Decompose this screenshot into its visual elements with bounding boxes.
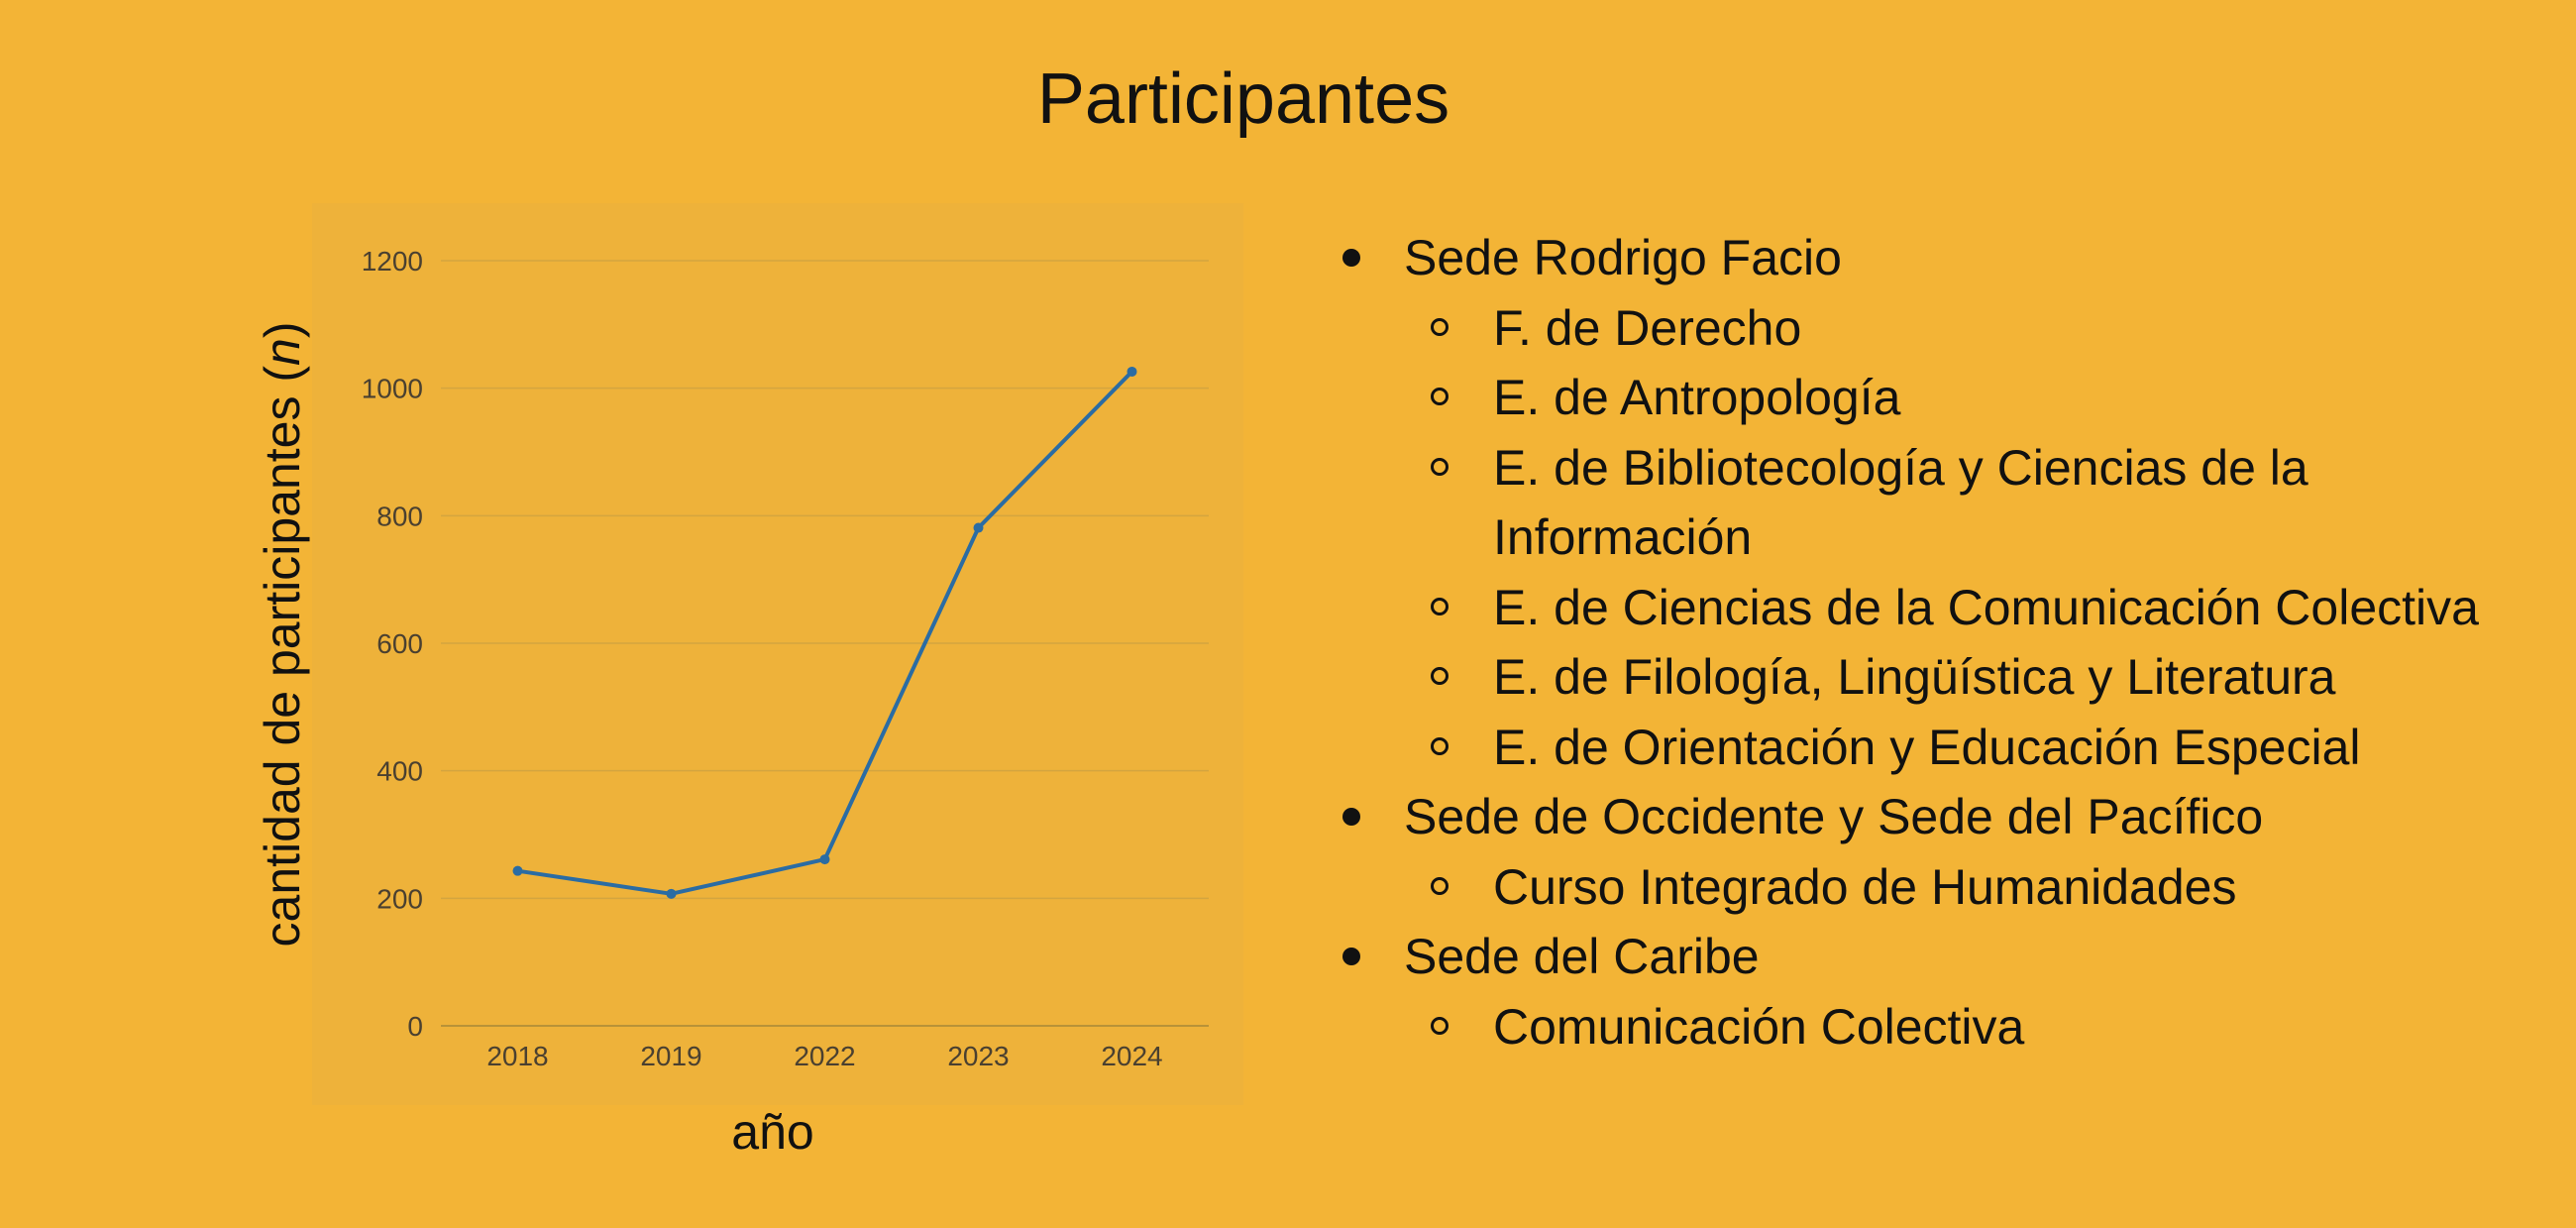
unit-item: F. de Derecho <box>1404 293 2561 364</box>
unit-list: Curso Integrado de Humanidades <box>1404 852 2561 923</box>
data-point <box>1127 366 1137 377</box>
data-point <box>819 854 830 865</box>
campus-label: Sede de Occidente y Sede del Pacífico <box>1404 789 2264 844</box>
y-tick-label: 400 <box>376 756 423 787</box>
y-tick-label: 1200 <box>362 246 423 277</box>
unit-list: Comunicación Colectiva <box>1404 992 2561 1062</box>
slide-title: Participantes <box>1036 59 1450 139</box>
participants-list: Sede Rodrigo Facio F. de Derecho E. de Ant… <box>1342 223 2561 1061</box>
x-tick-label: 2019 <box>640 1041 701 1071</box>
x-tick-label: 2023 <box>947 1041 1009 1071</box>
data-point <box>512 865 523 876</box>
y-tick-label: 1000 <box>362 374 423 404</box>
unit-item: Curso Integrado de Humanidades <box>1404 852 2561 923</box>
unit-item: E. de Ciencias de la Comunicación Colect… <box>1404 573 2561 643</box>
unit-item: E. de Orientación y Educación Especial <box>1404 713 2561 783</box>
y-axis-title-italic: n <box>255 338 310 366</box>
unit-item: E. de Filología, Lingüística y Literatur… <box>1404 642 2561 713</box>
x-tick-label: 2018 <box>486 1041 548 1071</box>
data-point <box>666 888 677 899</box>
campus-label: Sede del Caribe <box>1404 929 1760 984</box>
chart-panel: 0 200 400 600 800 1000 1200 2018 2019 2022 2023 202… <box>312 203 1243 1105</box>
x-tick-label: 2024 <box>1101 1041 1162 1071</box>
y-axis-title-suffix: ) <box>255 321 310 339</box>
x-tick-label: 2022 <box>794 1041 855 1071</box>
campus-item: Sede del Caribe Comunicación Colectiva <box>1342 922 2561 1061</box>
y-axis-title-prefix: cantidad de participantes ( <box>255 365 310 948</box>
y-tick-label: 200 <box>376 883 423 914</box>
x-axis-title: año <box>731 1104 814 1160</box>
y-tick-label: 800 <box>376 501 423 531</box>
campus-item: Sede Rodrigo Facio F. de Derecho E. de Ant… <box>1342 223 2561 782</box>
y-tick-label: 600 <box>376 628 423 659</box>
line-chart: 0 200 400 600 800 1000 1200 2018 2019 2022 2023 202… <box>362 246 1209 1071</box>
unit-list: F. de Derecho E. de Antropología E. de Bib… <box>1404 293 2561 783</box>
series-line <box>517 370 1133 896</box>
data-point <box>973 522 984 533</box>
campus-label: Sede Rodrigo Facio <box>1404 230 1842 285</box>
y-tick-label: 0 <box>407 1011 423 1042</box>
unit-item: E. de Antropología <box>1404 363 2561 433</box>
campus-item: Sede de Occidente y Sede del Pacífico Cur… <box>1342 782 2561 922</box>
unit-item: E. de Bibliotecología y Ciencias de la I… <box>1404 433 2561 573</box>
unit-item: Comunicación Colectiva <box>1404 992 2561 1062</box>
